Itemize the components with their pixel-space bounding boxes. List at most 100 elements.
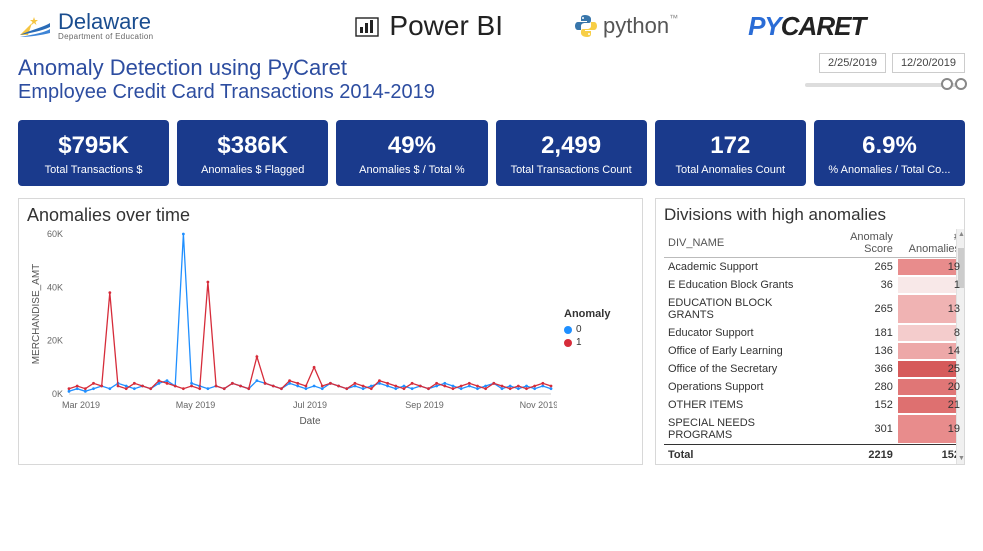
kpi-card[interactable]: $795K Total Transactions $ <box>18 120 169 186</box>
cell-anomalies-count: 8 <box>897 324 964 342</box>
cell-anomalies-count: 19 <box>897 414 964 445</box>
col-anomaly-score[interactable]: Anomaly Score <box>817 229 896 258</box>
cell-div-name: Operations Support <box>664 378 817 396</box>
cell-anomaly-score: 301 <box>817 414 896 445</box>
col-div-name[interactable]: DIV_NAME <box>664 229 817 258</box>
svg-text:MERCHANDISE_AMT: MERCHANDISE_AMT <box>31 264 42 365</box>
cell-anomalies-count: 13 <box>897 294 964 324</box>
svg-text:Jul 2019: Jul 2019 <box>293 400 327 410</box>
legend-item[interactable]: 1 <box>564 337 634 348</box>
total-score: 2219 <box>817 445 896 465</box>
chart-title: Anomalies over time <box>27 205 634 226</box>
python-text: python™ <box>603 13 678 39</box>
kpi-card[interactable]: 172 Total Anomalies Count <box>655 120 806 186</box>
svg-text:May 2019: May 2019 <box>176 400 216 410</box>
table-row[interactable]: Operations Support28020 <box>664 378 964 396</box>
kpi-value: 6.9% <box>820 132 959 160</box>
scroll-up-icon[interactable]: ▲ <box>958 231 964 238</box>
table-row[interactable]: Office of Early Learning13614 <box>664 342 964 360</box>
header-logos: Delaware Department of Education Power B… <box>0 0 983 47</box>
table-row[interactable]: Educator Support1818 <box>664 324 964 342</box>
table-row[interactable]: SPECIAL NEEDS PROGRAMS30119 <box>664 414 964 445</box>
table-panel: Divisions with high anomalies DIV_NAME A… <box>655 198 965 465</box>
legend-dot-icon <box>564 339 572 347</box>
kpi-value: 2,499 <box>502 132 641 160</box>
kpi-label: Total Anomalies Count <box>661 164 800 176</box>
table-title: Divisions with high anomalies <box>664 205 964 225</box>
cell-div-name: OTHER ITEMS <box>664 396 817 414</box>
slider-handle-left[interactable] <box>955 78 967 90</box>
svg-text:0K: 0K <box>52 389 63 399</box>
date-start-input[interactable]: 2/25/2019 <box>819 53 886 73</box>
title-section: Anomaly Detection using PyCaret Employee… <box>0 47 983 106</box>
cell-anomalies-count: 21 <box>897 396 964 414</box>
powerbi-icon <box>353 12 381 40</box>
cell-anomaly-score: 265 <box>817 294 896 324</box>
python-icon <box>573 13 599 39</box>
table-row[interactable]: EDUCATION BLOCK GRANTS26513 <box>664 294 964 324</box>
kpi-value: 172 <box>661 132 800 160</box>
cell-anomalies-count: 19 <box>897 258 964 277</box>
kpi-value: $386K <box>183 132 322 160</box>
delaware-icon <box>18 13 52 39</box>
col-anomalies-count[interactable]: # Anomalies <box>897 229 964 258</box>
cell-div-name: EDUCATION BLOCK GRANTS <box>664 294 817 324</box>
kpi-card[interactable]: $386K Anomalies $ Flagged <box>177 120 328 186</box>
cell-div-name: SPECIAL NEEDS PROGRAMS <box>664 414 817 445</box>
table-header-row[interactable]: DIV_NAME Anomaly Score # Anomalies <box>664 229 964 258</box>
table-row[interactable]: E Education Block Grants361 <box>664 276 964 294</box>
cell-div-name: E Education Block Grants <box>664 276 817 294</box>
kpi-value: $795K <box>24 132 163 160</box>
scroll-down-icon[interactable]: ▼ <box>958 455 964 462</box>
kpi-label: Anomalies $ / Total % <box>342 164 481 176</box>
legend-label: 1 <box>576 337 582 348</box>
chart-plot-area[interactable]: 0K20K40K60KMERCHANDISE_AMTMar 2019May 20… <box>27 228 564 428</box>
table-total-row: Total 2219 152 <box>664 445 964 465</box>
date-range-filter[interactable]: 2/25/2019 12/20/2019 <box>805 53 965 87</box>
total-label: Total <box>664 445 817 465</box>
legend-dot-icon <box>564 326 572 334</box>
legend-item[interactable]: 0 <box>564 324 634 335</box>
delaware-title: Delaware <box>58 11 153 33</box>
delaware-subtitle: Department of Education <box>58 33 153 41</box>
delaware-logo: Delaware Department of Education <box>18 11 153 41</box>
cell-anomalies-count: 1 <box>897 276 964 294</box>
kpi-card[interactable]: 49%Anomalies $ / Total % <box>336 120 487 186</box>
kpi-row: $795K Total Transactions $ $386K Anomalies … <box>0 106 983 194</box>
cell-div-name: Educator Support <box>664 324 817 342</box>
cell-div-name: Academic Support <box>664 258 817 277</box>
svg-text:60K: 60K <box>47 229 63 239</box>
table-row[interactable]: OTHER ITEMS15221 <box>664 396 964 414</box>
kpi-label: Total Transactions Count <box>502 164 641 176</box>
total-anom: 152 <box>897 445 964 465</box>
svg-text:Date: Date <box>299 416 321 427</box>
date-slider[interactable] <box>805 83 965 87</box>
chart-legend: Anomaly 0 1 <box>564 228 634 428</box>
cell-anomalies-count: 14 <box>897 342 964 360</box>
legend-title: Anomaly <box>564 308 634 320</box>
svg-text:40K: 40K <box>47 282 63 292</box>
kpi-card[interactable]: 2,499 Total Transactions Count <box>496 120 647 186</box>
table-row[interactable]: Academic Support26519 <box>664 258 964 277</box>
pycaret-logo: PYCARET <box>748 11 865 42</box>
kpi-label: % Anomalies / Total Co... <box>820 164 959 176</box>
legend-label: 0 <box>576 324 582 335</box>
cell-div-name: Office of the Secretary <box>664 360 817 378</box>
cell-anomalies-count: 20 <box>897 378 964 396</box>
slider-handle-right[interactable] <box>941 78 953 90</box>
cell-div-name: Office of Early Learning <box>664 342 817 360</box>
cell-anomaly-score: 265 <box>817 258 896 277</box>
svg-text:20K: 20K <box>47 336 63 346</box>
kpi-card[interactable]: 6.9% % Anomalies / Total Co... <box>814 120 965 186</box>
table-row[interactable]: Office of the Secretary36625 <box>664 360 964 378</box>
cell-anomaly-score: 152 <box>817 396 896 414</box>
anomalies-table[interactable]: DIV_NAME Anomaly Score # Anomalies Acade… <box>664 229 964 464</box>
kpi-label: Total Transactions $ <box>24 164 163 176</box>
svg-text:Sep 2019: Sep 2019 <box>405 400 444 410</box>
cell-anomaly-score: 136 <box>817 342 896 360</box>
kpi-label: Anomalies $ Flagged <box>183 164 322 176</box>
date-end-input[interactable]: 12/20/2019 <box>892 53 965 73</box>
chart-panel: Anomalies over time 0K 20K 40K 60K MERCHANDI… <box>18 198 643 465</box>
cell-anomaly-score: 181 <box>817 324 896 342</box>
cell-anomaly-score: 36 <box>817 276 896 294</box>
